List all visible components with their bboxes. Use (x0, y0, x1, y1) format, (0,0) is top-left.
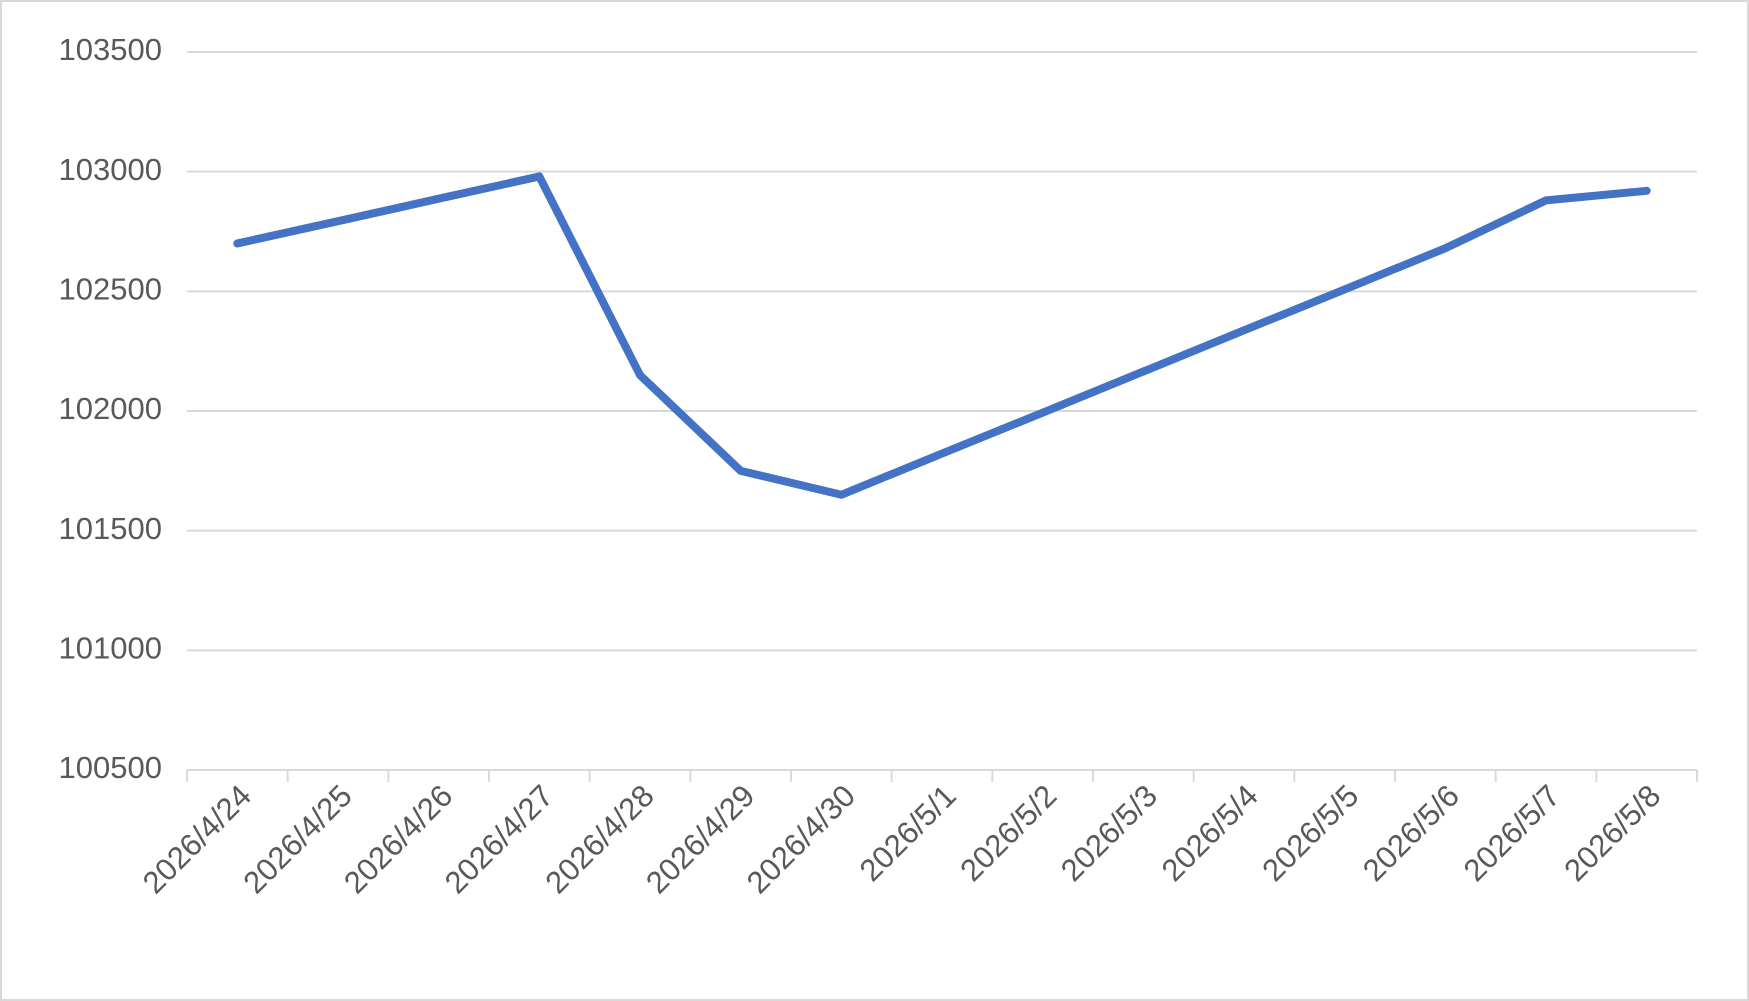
y-tick-label: 102000 (59, 391, 162, 426)
y-tick-label: 103500 (59, 32, 162, 67)
y-tick-label: 100500 (59, 750, 162, 785)
y-tick-label: 101500 (59, 511, 162, 546)
y-tick-label: 101000 (59, 631, 162, 666)
data-line (233, 172, 1651, 499)
y-tick-label: 102500 (59, 272, 162, 307)
y-tick-label: 103000 (59, 152, 162, 187)
